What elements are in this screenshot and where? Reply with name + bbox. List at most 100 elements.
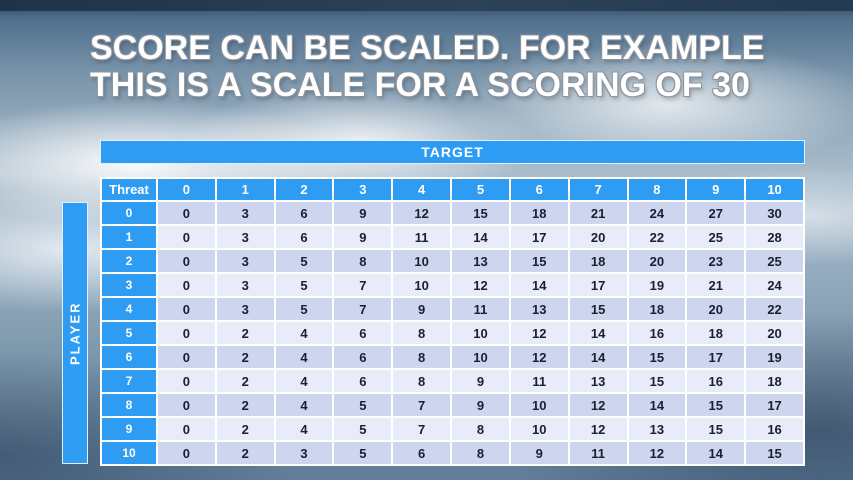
score-cell: 12 bbox=[567, 392, 629, 418]
top-dark-strip bbox=[0, 0, 853, 11]
score-cell: 2 bbox=[214, 440, 276, 466]
score-cell: 2 bbox=[214, 320, 276, 346]
target-col-header: 0 bbox=[156, 177, 217, 202]
table-row: 6 0 2 4 6 8 10 12 14 15 17 19 bbox=[100, 344, 805, 370]
score-cell: 6 bbox=[332, 344, 394, 370]
score-cell: 27 bbox=[685, 200, 747, 226]
score-cell: 21 bbox=[685, 272, 747, 298]
score-cell: 14 bbox=[567, 344, 629, 370]
score-cell: 15 bbox=[626, 344, 688, 370]
score-cell: 0 bbox=[156, 248, 217, 274]
score-cell: 16 bbox=[685, 368, 747, 394]
score-cell: 9 bbox=[332, 200, 394, 226]
score-cell: 14 bbox=[685, 440, 747, 466]
score-cell: 7 bbox=[391, 416, 453, 442]
score-cell: 5 bbox=[273, 248, 335, 274]
table-row: 9 0 2 4 5 7 8 10 12 13 15 16 bbox=[100, 416, 805, 442]
score-cell: 23 bbox=[685, 248, 747, 274]
score-cell: 12 bbox=[508, 344, 570, 370]
title-line-1: SCORE CAN BE SCALED. FOR EXAMPLE bbox=[90, 29, 765, 67]
score-cell: 20 bbox=[567, 224, 629, 250]
score-cell: 14 bbox=[567, 320, 629, 346]
score-cell: 10 bbox=[391, 248, 453, 274]
score-cell: 4 bbox=[273, 344, 335, 370]
table-row: 5 0 2 4 6 8 10 12 14 16 18 20 bbox=[100, 320, 805, 346]
score-cell: 22 bbox=[744, 296, 805, 322]
target-col-header: 8 bbox=[626, 177, 688, 202]
target-col-header: 7 bbox=[567, 177, 629, 202]
score-cell: 8 bbox=[450, 440, 511, 466]
score-cell: 9 bbox=[391, 296, 453, 322]
score-cell: 4 bbox=[273, 368, 335, 394]
row-label: 1 bbox=[100, 224, 158, 250]
score-cell: 18 bbox=[567, 248, 629, 274]
score-cell: 22 bbox=[626, 224, 688, 250]
score-cell: 15 bbox=[685, 416, 747, 442]
score-cell: 9 bbox=[332, 224, 394, 250]
score-cell: 4 bbox=[273, 320, 335, 346]
target-col-header: 9 bbox=[685, 177, 747, 202]
score-table: Threat 0 1 2 3 4 5 6 7 8 9 10 0 0 3 6 9 12 15 18 21 24 27 30 1 0… bbox=[100, 177, 805, 466]
score-cell: 25 bbox=[685, 224, 747, 250]
score-cell: 25 bbox=[744, 248, 805, 274]
row-label: 9 bbox=[100, 416, 158, 442]
score-cell: 0 bbox=[156, 272, 217, 298]
score-cell: 5 bbox=[332, 416, 394, 442]
score-cell: 18 bbox=[744, 368, 805, 394]
score-cell: 6 bbox=[273, 224, 335, 250]
score-cell: 8 bbox=[391, 320, 453, 346]
score-cell: 15 bbox=[626, 368, 688, 394]
score-cell: 14 bbox=[508, 272, 570, 298]
score-cell: 20 bbox=[626, 248, 688, 274]
score-cell: 2 bbox=[214, 416, 276, 442]
score-cell: 21 bbox=[567, 200, 629, 226]
table-row: 0 0 3 6 9 12 15 18 21 24 27 30 bbox=[100, 200, 805, 226]
score-cell: 13 bbox=[626, 416, 688, 442]
score-cell: 4 bbox=[273, 416, 335, 442]
score-cell: 12 bbox=[450, 272, 511, 298]
score-cell: 20 bbox=[685, 296, 747, 322]
score-cell: 3 bbox=[214, 224, 276, 250]
score-cell: 0 bbox=[156, 200, 217, 226]
score-cell: 4 bbox=[273, 392, 335, 418]
table-row: 7 0 2 4 6 8 9 11 13 15 16 18 bbox=[100, 368, 805, 394]
score-cell: 13 bbox=[508, 296, 570, 322]
target-col-header: 4 bbox=[391, 177, 453, 202]
score-cell: 11 bbox=[391, 224, 453, 250]
title-line-2: THIS IS A SCALE FOR A SCORING OF 30 bbox=[90, 65, 750, 104]
target-col-header: 2 bbox=[273, 177, 335, 202]
score-cell: 0 bbox=[156, 320, 217, 346]
threat-label: Threat bbox=[100, 177, 158, 202]
score-cell: 19 bbox=[744, 344, 805, 370]
score-cell: 18 bbox=[508, 200, 570, 226]
table-row: 1 0 3 6 9 11 14 17 20 22 25 28 bbox=[100, 224, 805, 250]
score-cell: 9 bbox=[450, 392, 511, 418]
score-cell: 0 bbox=[156, 392, 217, 418]
table-row: 2 0 3 5 8 10 13 15 18 20 23 25 bbox=[100, 248, 805, 274]
row-label: 5 bbox=[100, 320, 158, 346]
score-cell: 10 bbox=[450, 320, 511, 346]
score-cell: 16 bbox=[744, 416, 805, 442]
score-cell: 8 bbox=[450, 416, 511, 442]
slide-title: SCORE CAN BE SCALED. FOR EXAMPLE THIS IS… bbox=[90, 30, 764, 103]
score-cell: 18 bbox=[685, 320, 747, 346]
score-cell: 24 bbox=[626, 200, 688, 226]
score-cell: 3 bbox=[214, 272, 276, 298]
score-cell: 12 bbox=[567, 416, 629, 442]
score-cell: 0 bbox=[156, 368, 217, 394]
row-label: 7 bbox=[100, 368, 158, 394]
target-col-header: 3 bbox=[332, 177, 394, 202]
score-cell: 8 bbox=[391, 344, 453, 370]
score-cell: 14 bbox=[450, 224, 511, 250]
score-cell: 11 bbox=[508, 368, 570, 394]
score-cell: 9 bbox=[508, 440, 570, 466]
score-cell: 9 bbox=[450, 368, 511, 394]
score-cell: 15 bbox=[685, 392, 747, 418]
score-cell: 18 bbox=[626, 296, 688, 322]
table-row: 4 0 3 5 7 9 11 13 15 18 20 22 bbox=[100, 296, 805, 322]
row-label: 0 bbox=[100, 200, 158, 226]
row-label: 4 bbox=[100, 296, 158, 322]
score-cell: 5 bbox=[332, 440, 394, 466]
score-cell: 10 bbox=[508, 392, 570, 418]
